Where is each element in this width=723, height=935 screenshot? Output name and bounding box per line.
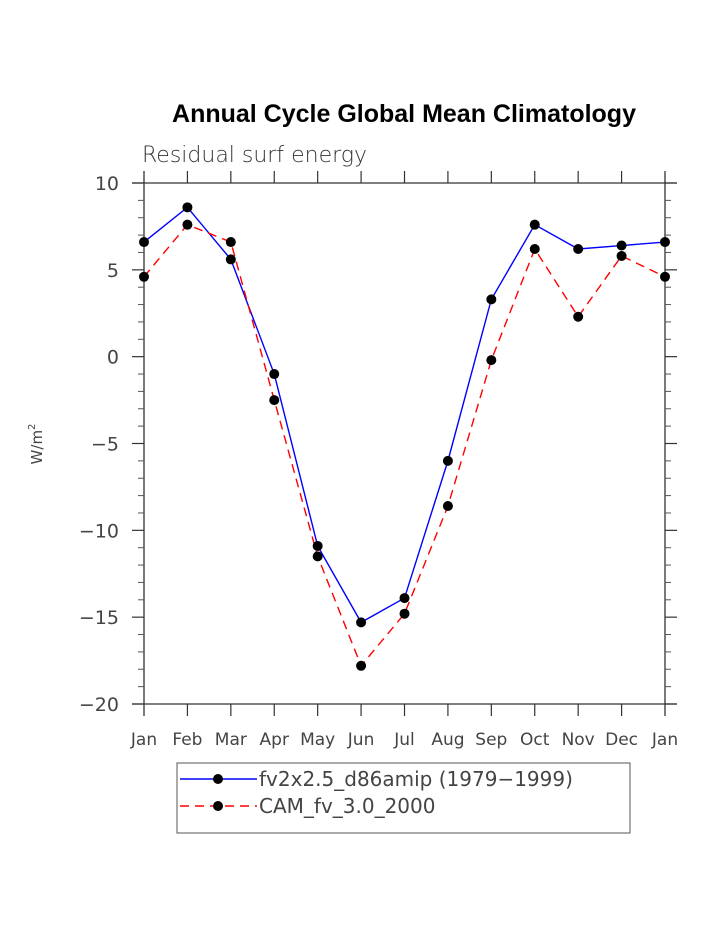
series-2-point: [529, 243, 540, 254]
series-1-point: [225, 254, 236, 265]
x-tick-label: Oct: [520, 730, 550, 750]
y-tick-label: −10: [79, 520, 119, 542]
series-1-point: [529, 219, 540, 230]
x-tick-label: Jun: [347, 730, 375, 750]
legend-label-2: CAM_fv_3.0_2000: [259, 794, 435, 818]
legend-box: [176, 762, 631, 834]
legend-marker-2: [213, 801, 223, 811]
series-1-point: [312, 540, 323, 551]
series-1-point: [486, 294, 497, 305]
series-2-point: [312, 551, 323, 562]
series-1-point: [616, 240, 627, 251]
x-tick-label: Sep: [475, 730, 507, 750]
legend-label-1: fv2x2.5_d86amip (1979−1999): [259, 767, 573, 791]
series-2-point: [225, 237, 236, 248]
plot-area: [139, 202, 670, 671]
x-tick-label: Jan: [130, 730, 157, 750]
series-2-point: [182, 219, 193, 230]
series-2-point: [660, 271, 670, 282]
series-1-point: [269, 369, 280, 380]
y-tick-label: 5: [107, 260, 119, 282]
y-axis-label: W/m2: [27, 424, 46, 465]
chart-title: Annual Cycle Global Mean Climatology: [172, 100, 636, 128]
chart-subtitle: Residual surf energy: [142, 143, 367, 168]
y-axis-label-text: W/m: [28, 430, 46, 465]
axes: Jan Feb Mar Apr May Jun Jul Aug Sep Oct Nov Dec Jan 1…: [79, 171, 678, 750]
x-tick-label: May: [300, 730, 335, 750]
series-1-point: [356, 617, 367, 628]
x-tick-label: Jul: [393, 730, 415, 750]
series-2-point: [269, 395, 280, 406]
y-tick-label: 0: [107, 347, 119, 369]
series-1-point: [573, 243, 584, 254]
series-1-point: [660, 237, 670, 248]
series-2-point: [616, 250, 627, 261]
y-tick-label: −15: [79, 607, 119, 629]
x-tick-label: Feb: [172, 730, 202, 750]
series-1-point: [182, 202, 193, 213]
series-line-1: [143, 206, 666, 624]
x-tick-label: Dec: [605, 730, 638, 750]
legend: fv2x2.5_d86amip (1979−1999) CAM_fv_3.0_20…: [176, 762, 631, 834]
series-2-point: [486, 355, 497, 366]
series-2-point: [139, 271, 149, 282]
y-tick-label: 10: [95, 173, 119, 195]
series-1-point: [399, 593, 410, 604]
x-tick-label: Jan: [651, 730, 678, 750]
x-tick-label: Nov: [562, 730, 595, 750]
legend-marker-1: [213, 774, 223, 784]
series-2-point: [356, 660, 367, 671]
series-1-point: [139, 237, 149, 248]
y-tick-label: −20: [79, 694, 119, 716]
x-tick-label: Apr: [260, 730, 289, 750]
series-2-point: [442, 501, 453, 512]
series-2-point: [399, 608, 410, 619]
y-tick-label: −5: [91, 434, 119, 456]
series-1-point: [442, 455, 453, 466]
x-tick-label: Aug: [431, 730, 464, 750]
x-tick-label: Mar: [215, 730, 247, 750]
series-2-point: [573, 311, 584, 322]
svg-text:W/m2: W/m2: [27, 424, 46, 465]
y-axis-label-superscript: 2: [27, 424, 38, 430]
